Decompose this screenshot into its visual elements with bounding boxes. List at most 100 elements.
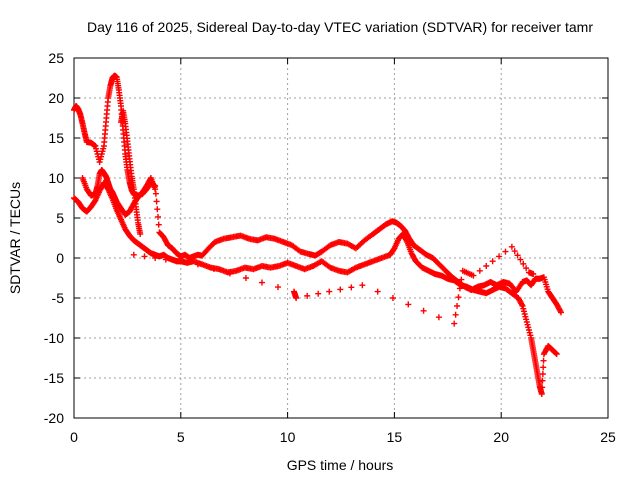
interpolated-marker [90,199,97,206]
interpolated-marker [502,248,509,255]
interpolated-marker [368,258,375,265]
interpolated-marker [124,135,131,142]
interpolated-marker [511,248,518,255]
interpolated-marker [557,308,564,315]
interpolated-marker [116,203,123,210]
interpolated-marker [342,240,349,247]
y-tick-label: 10 [48,170,64,186]
interpolated-marker [513,293,520,300]
interpolated-marker [141,253,148,260]
series-track-low [71,179,560,397]
y-tick-label: -15 [44,370,64,386]
interpolated-marker [337,286,344,293]
gridlines [74,58,608,418]
interpolated-marker [421,250,428,257]
y-axis-label: SDTVAR / TECUs [7,182,23,294]
axis-ticks [73,57,609,419]
interpolated-marker [476,267,483,274]
interpolated-marker [91,142,98,149]
interpolated-marker [142,185,149,192]
interpolated-marker [94,184,101,191]
interpolated-marker [128,170,135,177]
interpolated-marker [210,265,217,272]
interpolated-marker [173,258,180,265]
interpolated-marker [79,119,86,126]
interpolated-marker [514,252,521,259]
interpolated-marker [553,350,560,357]
interpolated-marker [278,238,285,245]
interpolated-marker [115,84,122,91]
interpolated-marker [496,253,503,260]
interpolated-marker [405,301,412,308]
y-tick-label: -10 [44,330,64,346]
x-tick-label: 15 [387,429,403,445]
interpolated-marker [209,241,216,248]
y-tick-label: 0 [56,250,64,266]
interpolated-marker [407,248,414,255]
interpolated-marker [377,255,384,262]
interpolated-marker [102,123,109,129]
interpolated-marker [544,286,551,293]
interpolated-marker [435,314,442,321]
interpolated-marker [162,256,169,263]
interpolated-marker [455,294,462,301]
interpolated-marker [456,285,463,292]
interpolated-marker [440,265,447,272]
x-tick-labels: 0 5 10 15 20 25 [70,429,616,445]
interpolated-marker [155,213,162,220]
interpolated-marker [548,292,555,299]
interpolated-marker [506,288,513,295]
interpolated-marker [154,206,161,213]
interpolated-marker [540,357,547,364]
interpolated-marker [203,247,210,254]
interpolated-marker [121,118,128,125]
interpolated-marker [517,256,524,263]
data-point-marker [130,251,137,258]
interpolated-marker [534,369,541,375]
interpolated-marker [184,259,191,266]
interpolated-marker [414,245,421,252]
interpolated-marker [483,263,490,269]
interpolated-marker [538,389,545,396]
interpolated-marker [244,235,251,242]
interpolated-marker [520,260,527,267]
interpolated-marker [81,128,88,135]
interpolated-marker [539,384,546,391]
interpolated-marker [134,217,141,224]
interpolated-marker [518,301,525,308]
interpolated-marker [434,259,441,266]
series-track-high [71,72,565,316]
interpolated-marker [389,247,396,254]
interpolated-marker [231,268,238,275]
interpolated-marker [380,223,387,229]
interpolated-marker [100,145,107,152]
interpolated-marker [226,270,233,277]
interpolated-marker [529,345,536,351]
interpolated-marker [539,377,546,384]
series-track-mid [79,167,159,218]
interpolated-marker [315,290,322,297]
interpolated-marker [403,237,410,244]
interpolated-marker [292,293,299,300]
interpolated-marker [152,255,159,261]
x-tick-label: 5 [177,429,185,445]
x-tick-label: 0 [70,429,78,445]
interpolated-marker [468,271,475,278]
interpolated-marker [452,311,459,318]
interpolated-marker [206,264,213,271]
interpolated-marker [420,307,427,314]
x-tick-label: 10 [280,429,296,445]
interpolated-marker [374,288,381,295]
interpolated-marker [532,357,539,363]
y-tick-label: -5 [52,290,65,306]
interpolated-marker [348,284,355,291]
interpolated-marker [374,227,381,234]
data-point-marker [508,243,515,250]
interpolated-marker [274,263,281,270]
interpolated-marker [117,215,124,221]
y-tick-label: -20 [44,410,64,426]
interpolated-marker [130,184,137,191]
interpolated-marker [126,152,133,159]
y-tick-label: 5 [56,210,64,226]
interpolated-marker [152,190,159,197]
